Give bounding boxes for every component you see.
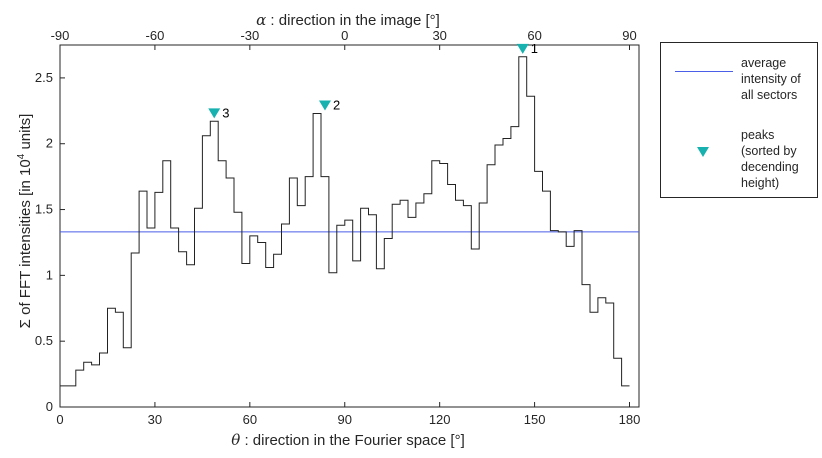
y-tick-label: 1 — [46, 267, 53, 282]
legend: average intensity of all sectors peaks (… — [660, 42, 818, 198]
x-tick-label: 60 — [243, 412, 257, 427]
x-axis-title: θ : direction in the Fourier space [°] — [231, 431, 464, 449]
y-tick-label: 0 — [46, 399, 53, 414]
x-tick-label: 150 — [524, 412, 546, 427]
top-tick-label: 0 — [341, 28, 348, 43]
peak-label: 3 — [222, 105, 229, 120]
plot-area: 0 30 60 90 120 150 180 -90 -60 -30 0 30 60 90 0 0.5 1 1.5… — [35, 28, 640, 427]
series-stairs-line — [60, 56, 630, 387]
peak-marker — [318, 100, 331, 111]
top-axis-title: α : direction in the image [°] — [256, 11, 440, 29]
legend-average-line — [675, 71, 733, 72]
x-tick-label: 30 — [148, 412, 162, 427]
peak-label: 1 — [531, 41, 538, 56]
y-tick-label: 2.5 — [35, 70, 53, 85]
y-tick-label: 1.5 — [35, 202, 53, 217]
peak-marker — [208, 108, 221, 119]
top-tick-label: 30 — [432, 28, 446, 43]
top-tick-label: 90 — [622, 28, 636, 43]
x-tick-label: 180 — [619, 412, 641, 427]
legend-peaks-label: peaks (sorted by decending height) — [741, 128, 799, 190]
y-axis-title: Σ of FFT intensities [in 104 units] — [16, 114, 34, 329]
legend-average-label: average intensity of all sectors — [741, 56, 801, 102]
axes-box — [59, 44, 640, 408]
top-tick-label: -90 — [51, 28, 70, 43]
peak-marker — [516, 43, 529, 54]
top-tick-label: 60 — [527, 28, 541, 43]
x-tick-label: 90 — [338, 412, 352, 427]
y-tick-label: 0.5 — [35, 333, 53, 348]
top-tick-label: -30 — [240, 28, 259, 43]
top-tick-label: -60 — [146, 28, 165, 43]
legend-peak-marker-icon — [697, 147, 709, 157]
x-tick-label: 120 — [429, 412, 451, 427]
y-tick-label: 2 — [46, 136, 53, 151]
x-tick-label: 0 — [56, 412, 63, 427]
peak-label: 2 — [333, 97, 340, 112]
